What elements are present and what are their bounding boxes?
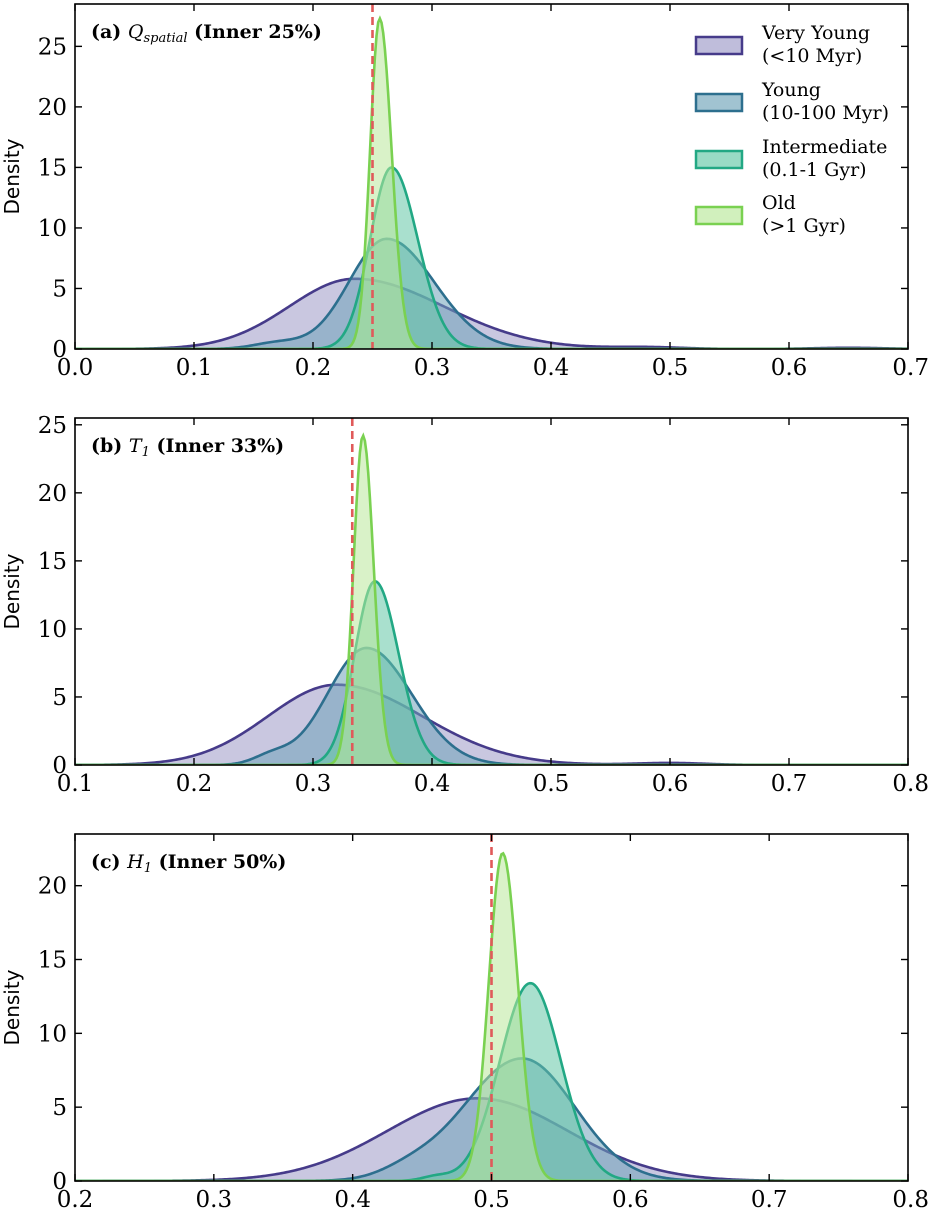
panel-a: 0.0 0.1 0.2 0.3 0.4 0.5 0.6 0.7 0 5 10 15 20 25 Densit… [0, 3, 929, 381]
x-tick-label: 0.2 [295, 355, 332, 381]
legend-label-old-2: (>1 Gyr) [762, 215, 846, 237]
density-line-young [75, 646, 908, 765]
x-tick-label: 0.6 [771, 355, 808, 381]
x-tick-label: 0.4 [334, 1187, 371, 1210]
y-tick-label: 10 [38, 617, 67, 643]
y-tick-label: 10 [38, 1021, 67, 1047]
legend: Very Young (<10 Myr) Young (10-100 Myr) … [694, 22, 889, 237]
x-tick-label: 0.5 [473, 1187, 510, 1210]
x-tick-label: 0.6 [612, 1187, 649, 1210]
density-area-intermediate [75, 581, 908, 765]
legend-swatch-old [694, 205, 744, 226]
x-tick-label: 0.0 [57, 355, 94, 381]
y-axis-label: Density [0, 553, 24, 629]
x-tick-label: 0.4 [533, 355, 570, 381]
x-tick-label: 0.8 [892, 1187, 929, 1210]
density-area-very-young [75, 278, 908, 349]
y-tick-label: 25 [38, 34, 67, 60]
x-tick-label: 0.7 [771, 771, 808, 797]
legend-swatch-intermediate [694, 149, 744, 170]
y-tick-label: 20 [38, 95, 67, 121]
legend-label-young-1: Young [761, 79, 821, 101]
x-tick-label: 0.6 [652, 771, 689, 797]
x-tick-label: 0.7 [892, 355, 929, 381]
y-tick-label: 0 [52, 337, 67, 363]
density-line-intermediate [75, 579, 908, 765]
legend-label-intermediate-2: (0.1-1 Gyr) [762, 159, 867, 181]
y-tick-label: 5 [52, 685, 67, 711]
legend-label-very-young-1: Very Young [761, 22, 870, 44]
density-area-old [75, 435, 908, 765]
y-tick-label: 5 [52, 276, 67, 302]
legend-label-very-young-2: (<10 Myr) [762, 45, 862, 67]
x-tick-label: 0.4 [414, 771, 451, 797]
y-tick-label: 15 [38, 549, 67, 575]
panel-b: 0.1 0.2 0.3 0.4 0.5 0.6 0.7 0.8 0 5 10 15 20 25 Densit… [0, 413, 929, 797]
y-tick-label: 5 [52, 1095, 67, 1121]
legend-label-intermediate-1: Intermediate [762, 136, 887, 158]
y-tick-label: 10 [38, 216, 67, 242]
y-tick-label: 15 [38, 948, 67, 974]
x-tick-label: 0.1 [57, 771, 94, 797]
legend-label-old-1: Old [762, 192, 796, 214]
density-line-old [75, 432, 908, 765]
x-tick-label: 0.3 [414, 355, 451, 381]
density-area-old [75, 18, 908, 349]
y-tick-label: 25 [38, 413, 67, 439]
x-tick-label: 0.5 [533, 771, 570, 797]
x-tick-label: 0.2 [57, 1187, 94, 1210]
x-tick-label: 0.3 [196, 1187, 233, 1210]
panel-title: (b) T1 (Inner 33%) [91, 435, 284, 460]
axes-frame [74, 417, 909, 766]
panels: 0.0 0.1 0.2 0.3 0.4 0.5 0.6 0.7 0 5 10 15 20 25 Densit… [0, 3, 929, 1210]
y-axis-label: Density [0, 138, 24, 214]
y-tick-label: 15 [38, 155, 67, 181]
x-tick-label: 0.2 [176, 771, 213, 797]
x-tick-label: 0.3 [295, 771, 332, 797]
x-tick-label: 0.8 [892, 771, 929, 797]
x-tick-label: 0.1 [176, 355, 213, 381]
panel-title: (a) Qspatial (Inner 25%) [91, 21, 322, 46]
density-area-young [75, 647, 908, 765]
density-line-old [75, 15, 908, 349]
legend-swatch-very-young [694, 35, 744, 56]
axes-frame [74, 3, 909, 350]
y-tick-label: 20 [38, 874, 67, 900]
x-tick-label: 0.7 [751, 1187, 788, 1210]
y-tick-label: 0 [52, 753, 67, 779]
legend-label-young-2: (10-100 Myr) [762, 102, 889, 124]
panel-title: (c) H1 (Inner 50%) [91, 851, 286, 876]
y-tick-label: 20 [38, 481, 67, 507]
x-tick-label: 0.5 [652, 355, 689, 381]
panel-c: 0.2 0.3 0.4 0.5 0.6 0.7 0.8 0 5 10 15 20 Density (c) … [0, 833, 929, 1210]
legend-swatch-young [694, 92, 744, 113]
y-axis-label: Density [0, 969, 24, 1045]
y-tick-label: 0 [52, 1169, 67, 1195]
